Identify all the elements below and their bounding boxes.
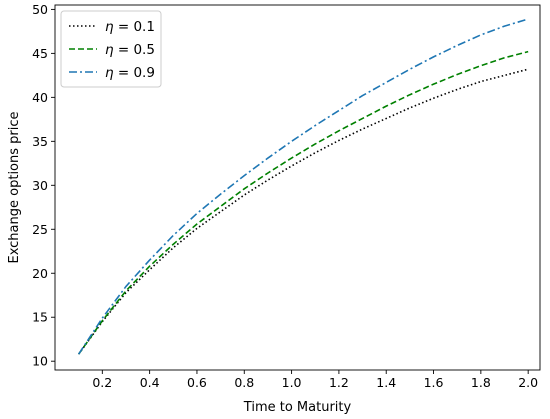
y-tick-label: 15 bbox=[32, 310, 48, 325]
series-line-0 bbox=[78, 68, 529, 355]
y-tick-label: 35 bbox=[32, 134, 48, 149]
x-tick-label: 0.2 bbox=[92, 375, 112, 390]
y-tick-label: 20 bbox=[32, 266, 48, 281]
series-line-1 bbox=[78, 50, 529, 355]
x-tick-label: 1.4 bbox=[376, 375, 396, 390]
x-tick-label: 0.6 bbox=[187, 375, 207, 390]
legend-box bbox=[60, 10, 162, 88]
y-tick-label: 45 bbox=[32, 46, 48, 61]
axes-frame bbox=[54, 4, 541, 371]
legend-value: = 0.9 bbox=[114, 65, 155, 81]
legend-symbol: η bbox=[105, 65, 114, 81]
legend-value: = 0.5 bbox=[114, 42, 155, 58]
x-tick-label: 0.8 bbox=[234, 375, 254, 390]
y-tick-label: 25 bbox=[32, 222, 48, 237]
y-axis-label: Exchange options price bbox=[7, 111, 22, 263]
y-axis: 10 15 20 25 30 35 40 45 50 bbox=[32, 2, 55, 369]
legend-symbol: η bbox=[105, 19, 114, 35]
y-tick-label: 10 bbox=[32, 354, 48, 369]
y-tick-label: 50 bbox=[32, 2, 48, 17]
x-axis-label: Time to Maturity bbox=[243, 400, 352, 415]
x-tick-label: 1.2 bbox=[329, 375, 349, 390]
legend-label-0: η = 0.1 bbox=[105, 19, 155, 35]
x-tick-label: 1.8 bbox=[471, 375, 491, 390]
plot-area bbox=[77, 18, 529, 355]
legend: η = 0.1η = 0.5η = 0.9 bbox=[60, 10, 162, 88]
series-line-2 bbox=[77, 18, 529, 355]
y-tick-label: 30 bbox=[32, 178, 48, 193]
legend-symbol: η bbox=[105, 42, 114, 58]
legend-value: = 0.1 bbox=[114, 19, 155, 35]
legend-label-2: η = 0.9 bbox=[105, 65, 155, 81]
y-tick-label: 40 bbox=[32, 90, 48, 105]
x-tick-label: 1.6 bbox=[424, 375, 444, 390]
x-tick-label: 0.4 bbox=[140, 375, 160, 390]
x-tick-label: 2.0 bbox=[518, 375, 538, 390]
x-tick-label: 1.0 bbox=[282, 375, 302, 390]
x-axis: 0.2 0.4 0.6 0.8 1.0 1.2 1.4 1.6 1.8 2.0 bbox=[92, 370, 538, 390]
legend-label-1: η = 0.5 bbox=[105, 42, 155, 58]
